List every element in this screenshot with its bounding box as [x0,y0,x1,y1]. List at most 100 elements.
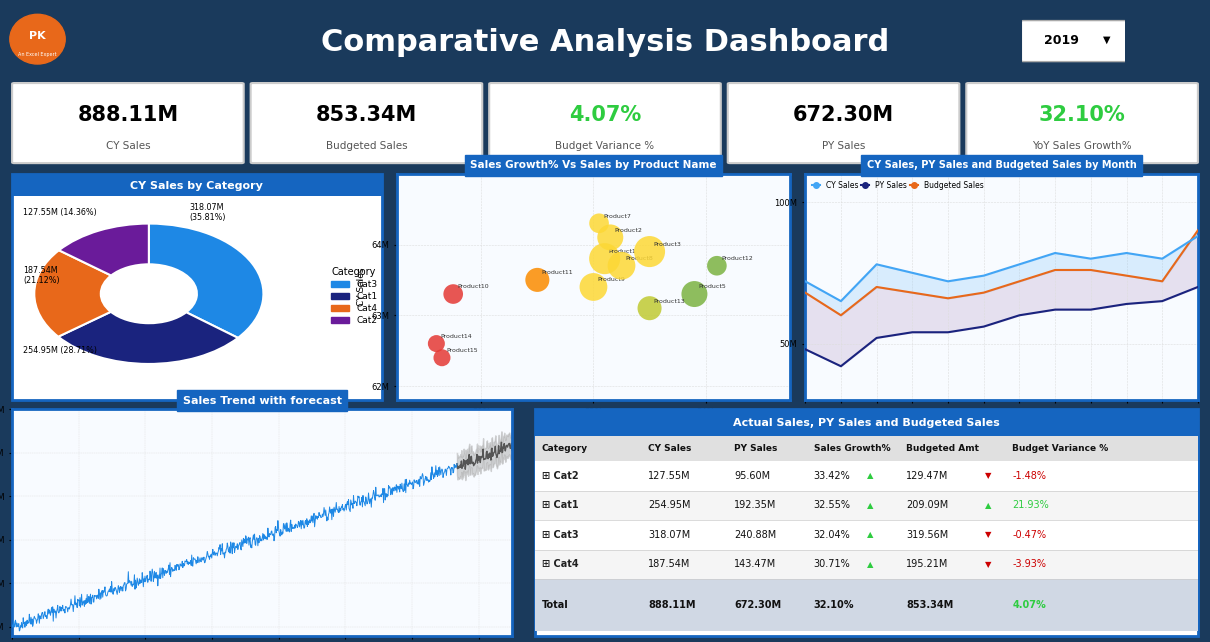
Title: Sales Growth% Vs Sales by Product Name: Sales Growth% Vs Sales by Product Name [471,160,716,170]
Text: YoY Sales Growth%: YoY Sales Growth% [1032,141,1131,152]
Text: CY Sales by Category: CY Sales by Category [131,181,264,191]
Text: 32.55%: 32.55% [813,500,851,510]
Text: PK: PK [29,31,46,41]
Text: ▲: ▲ [866,560,874,569]
Text: ⊞ Cat1: ⊞ Cat1 [542,500,578,510]
Text: 127.55M (14.36%): 127.55M (14.36%) [23,208,97,217]
FancyBboxPatch shape [535,409,1198,437]
Text: 143.47M: 143.47M [734,559,777,569]
Text: ⊞ Cat2: ⊞ Cat2 [542,471,578,481]
FancyBboxPatch shape [535,520,1198,550]
Wedge shape [34,250,111,336]
Text: 4.07%: 4.07% [569,105,641,125]
Text: 254.95M (28.71%): 254.95M (28.71%) [23,346,97,355]
Point [595,254,615,264]
Point [612,261,632,271]
FancyBboxPatch shape [535,461,1198,490]
Text: Total: Total [542,600,569,610]
Text: Product13: Product13 [653,299,686,304]
Point [640,247,659,257]
Text: Product9: Product9 [598,277,626,282]
Text: Product15: Product15 [446,348,478,353]
Text: Comparative Analysis Dashboard: Comparative Analysis Dashboard [321,28,889,57]
FancyBboxPatch shape [535,409,1198,636]
Text: 672.30M: 672.30M [734,600,782,610]
Text: Product10: Product10 [457,284,489,290]
Text: ▲: ▲ [866,471,874,480]
Title: Sales Trend with forecast: Sales Trend with forecast [183,395,341,406]
Text: Product8: Product8 [626,256,653,261]
Text: 32.04%: 32.04% [813,530,851,540]
FancyBboxPatch shape [535,490,1198,520]
FancyBboxPatch shape [967,83,1198,163]
Text: ▼: ▼ [985,560,991,569]
Circle shape [10,14,65,64]
FancyBboxPatch shape [250,83,483,163]
Text: 187.54M: 187.54M [647,559,690,569]
Text: Product1: Product1 [609,249,636,254]
Text: Sales Growth%: Sales Growth% [813,444,891,453]
Text: 4.07%: 4.07% [1013,600,1047,610]
X-axis label: YoY Sales Growth%: YoY Sales Growth% [551,422,636,431]
Text: 240.88M: 240.88M [734,530,777,540]
Text: 187.54M
(21.12%): 187.54M (21.12%) [23,266,59,285]
Text: ▼: ▼ [985,530,991,539]
Text: 32.10%: 32.10% [813,600,854,610]
Text: 21.93%: 21.93% [1013,500,1049,510]
Text: ▲: ▲ [866,501,874,510]
Text: 195.21M: 195.21M [906,559,949,569]
Point [583,282,603,292]
Text: 853.34M: 853.34M [906,600,953,610]
Text: 888.11M: 888.11M [77,105,178,125]
Text: 254.95M: 254.95M [647,500,691,510]
FancyBboxPatch shape [489,83,721,163]
Point [427,338,446,349]
Text: ▼: ▼ [985,471,991,480]
Text: 888.11M: 888.11M [647,600,696,610]
Wedge shape [59,223,149,275]
Point [528,275,547,285]
Text: 319.56M: 319.56M [906,530,949,540]
FancyBboxPatch shape [1021,21,1127,62]
Text: ▲: ▲ [985,501,991,510]
FancyBboxPatch shape [535,550,1198,579]
Text: 129.47M: 129.47M [906,471,949,481]
Text: CY Sales: CY Sales [647,444,691,453]
Point [600,232,620,243]
Text: Budget Variance %: Budget Variance % [555,141,655,152]
Text: Product12: Product12 [721,256,753,261]
Text: 95.60M: 95.60M [734,471,771,481]
Text: -0.47%: -0.47% [1013,530,1047,540]
FancyBboxPatch shape [12,83,243,163]
Legend: Cat3, Cat1, Cat4, Cat2: Cat3, Cat1, Cat4, Cat2 [327,263,381,329]
Text: An Excel Expert: An Excel Expert [18,53,57,58]
Text: -1.48%: -1.48% [1013,471,1047,481]
Text: Product5: Product5 [698,284,726,290]
FancyBboxPatch shape [727,83,960,163]
Point [685,289,704,299]
FancyBboxPatch shape [12,174,381,196]
Text: 318.07M: 318.07M [647,530,690,540]
Text: 30.71%: 30.71% [813,559,851,569]
Text: ⊞ Cat3: ⊞ Cat3 [542,530,578,540]
Point [707,261,726,271]
Text: PY Sales: PY Sales [734,444,777,453]
Text: 32.10%: 32.10% [1038,105,1125,125]
Text: Budgeted Amt: Budgeted Amt [906,444,979,453]
Text: 318.07M
(35.81%): 318.07M (35.81%) [190,202,226,222]
Point [432,352,451,363]
Text: -3.93%: -3.93% [1013,559,1047,569]
Text: Budgeted Sales: Budgeted Sales [325,141,408,152]
FancyBboxPatch shape [12,174,381,400]
Text: Actual Sales, PY Sales and Budgeted Sales: Actual Sales, PY Sales and Budgeted Sale… [733,418,999,428]
Text: ⊞ Cat4: ⊞ Cat4 [542,559,578,569]
Text: Product2: Product2 [615,228,643,233]
Text: 127.55M: 127.55M [647,471,691,481]
Point [444,289,463,299]
Text: 33.42%: 33.42% [813,471,851,481]
Wedge shape [149,223,264,338]
Text: 209.09M: 209.09M [906,500,949,510]
Text: Product7: Product7 [604,214,632,219]
Text: Budget Variance %: Budget Variance % [1013,444,1108,453]
Point [589,218,609,229]
